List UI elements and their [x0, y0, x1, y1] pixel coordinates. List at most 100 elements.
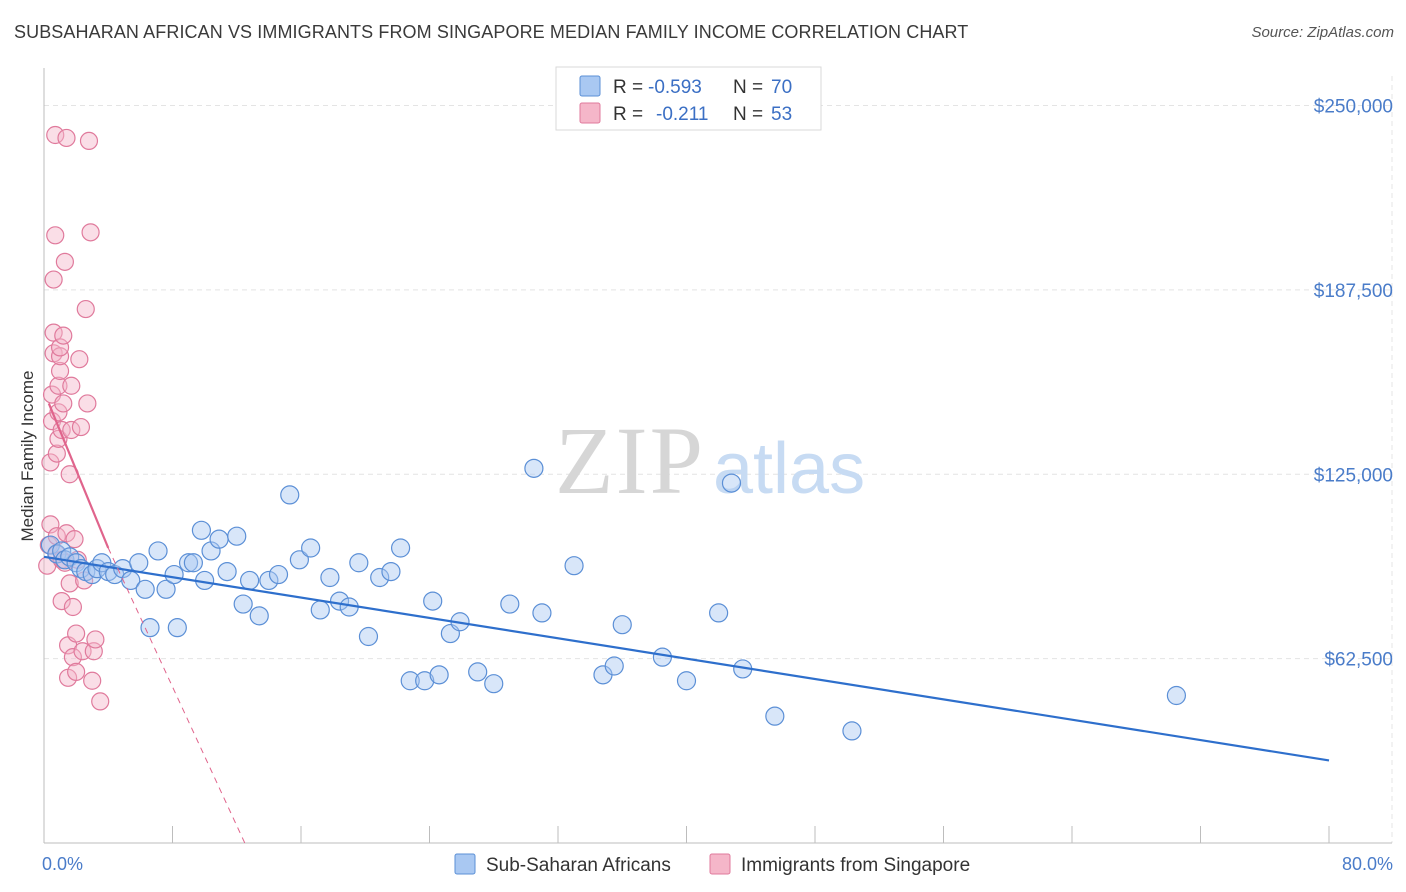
subsaharan-point-17	[140, 618, 160, 638]
series-subsaharan-points	[40, 458, 1187, 741]
subsaharan-point-49	[423, 591, 443, 611]
singapore-point-52	[91, 692, 110, 711]
subsaharan-point-40	[329, 591, 350, 611]
y-tick-label-1: $125,000	[1314, 465, 1393, 486]
subsaharan-point-68	[842, 721, 862, 741]
legend-n-value-1: 70	[771, 77, 792, 98]
singapore-point-8	[44, 270, 63, 289]
bottom-legend-label-blue: Sub-Saharan Africans	[486, 855, 671, 876]
y-tick-labels: $62,500 $125,000 $187,500 $250,000	[1314, 97, 1393, 671]
legend-n-label-2: N =	[733, 104, 763, 125]
subsaharan-point-62	[652, 647, 673, 667]
watermark-atlas: atlas	[713, 429, 865, 509]
legend-r-value-2: -0.211	[656, 104, 708, 125]
subsaharan-point-50	[429, 665, 449, 685]
subsaharan-point-29	[227, 526, 247, 546]
subsaharan-point-21	[167, 618, 187, 638]
subsaharan-point-54	[484, 674, 504, 694]
subsaharan-point-31	[240, 570, 260, 591]
legend-swatch-blue	[579, 75, 601, 97]
bottom-legend-swatch-pink	[709, 853, 731, 875]
y-axis-title: Median Family Income	[18, 370, 37, 541]
subsaharan-point-19	[156, 579, 176, 599]
singapore-point-13	[47, 444, 66, 463]
y-tick-label-2: $187,500	[1314, 281, 1393, 302]
subsaharan-point-37	[301, 538, 321, 558]
subsaharan-point-36	[289, 550, 309, 570]
singapore-point-16	[49, 376, 68, 395]
subsaharan-point-18	[148, 541, 168, 561]
singapore-point-42	[71, 417, 91, 437]
singapore-point-51	[86, 630, 105, 649]
singapore-point-24	[54, 326, 73, 345]
subsaharan-point-30	[233, 594, 253, 614]
subsaharan-point-35	[280, 485, 300, 505]
legend-swatch-pink	[579, 102, 601, 124]
watermark-zip: ZIP	[555, 407, 705, 514]
subsaharan-point-47	[400, 671, 420, 691]
subsaharan-point-16	[135, 579, 155, 599]
singapore-point-25	[55, 252, 74, 271]
y-tick-label-3: $250,000	[1314, 97, 1393, 118]
subsaharan-point-65	[721, 473, 742, 493]
watermark: ZIP atlas	[555, 407, 865, 514]
series-singapore-points	[38, 125, 110, 711]
singapore-point-35	[63, 648, 83, 667]
subsaharan-point-33	[259, 570, 279, 591]
subsaharan-point-67	[765, 706, 785, 726]
subsaharan-point-45	[381, 561, 401, 582]
subsaharan-point-15	[129, 553, 149, 573]
subsaharan-point-56	[524, 458, 544, 478]
singapore-point-23	[54, 394, 73, 413]
trend-line-singapore	[47, 403, 110, 549]
trend-lines	[43, 403, 1330, 844]
legend-r-label-2: R =	[613, 104, 643, 125]
x-tick-label-min: 0.0%	[42, 854, 83, 874]
source-credit: Source: ZipAtlas.com	[1251, 24, 1394, 41]
singapore-point-45	[76, 299, 95, 319]
bottom-legend-swatch-blue	[454, 853, 476, 875]
singapore-point-10	[46, 125, 65, 145]
subsaharan-point-32	[249, 606, 269, 626]
subsaharan-point-60	[604, 656, 624, 676]
trend-line-subsaharan	[43, 555, 1330, 762]
singapore-point-46	[78, 394, 97, 413]
legend-n-value-2: 53	[771, 104, 792, 125]
subsaharan-point-38	[310, 600, 330, 620]
subsaharan-point-53	[468, 662, 488, 682]
legend-r-label-1: R =	[613, 77, 643, 98]
trend-line-singapore-extension	[107, 547, 246, 844]
singapore-point-27	[57, 128, 76, 148]
singapore-point-49	[83, 671, 102, 690]
top-legend: R = -0.593 N = 70 R = -0.211 N = 53	[555, 66, 822, 131]
subsaharan-point-24	[191, 520, 212, 540]
singapore-point-9	[46, 226, 65, 245]
singapore-point-38	[67, 662, 86, 682]
subsaharan-point-39	[320, 567, 340, 588]
subsaharan-point-55	[500, 594, 520, 614]
subsaharan-point-28	[217, 561, 237, 582]
subsaharan-point-46	[390, 538, 411, 558]
grid-lines	[44, 76, 1393, 843]
subsaharan-point-48	[415, 671, 435, 691]
singapore-point-34	[62, 376, 81, 395]
subsaharan-point-58	[564, 556, 584, 576]
bottom-legend-label-pink: Immigrants from Singapore	[741, 855, 970, 876]
subsaharan-point-34	[268, 564, 289, 585]
subsaharan-point-61	[612, 615, 632, 635]
subsaharan-point-64	[709, 603, 729, 623]
subsaharan-point-27	[209, 529, 229, 549]
singapore-point-37	[65, 530, 84, 549]
subsaharan-point-20	[164, 564, 184, 585]
singapore-point-2	[41, 515, 60, 534]
singapore-point-48	[81, 223, 100, 242]
singapore-point-19	[50, 338, 70, 357]
singapore-point-39	[67, 624, 86, 643]
legend-n-label-1: N =	[733, 77, 763, 98]
singapore-point-41	[70, 350, 89, 369]
singapore-point-20	[52, 591, 71, 611]
bottom-legend: Sub-Saharan Africans Immigrants from Sin…	[454, 853, 970, 876]
y-tick-label-0: $62,500	[1324, 650, 1393, 671]
chart-title: SUBSAHARAN AFRICAN VS IMMIGRANTS FROM SI…	[14, 22, 969, 42]
